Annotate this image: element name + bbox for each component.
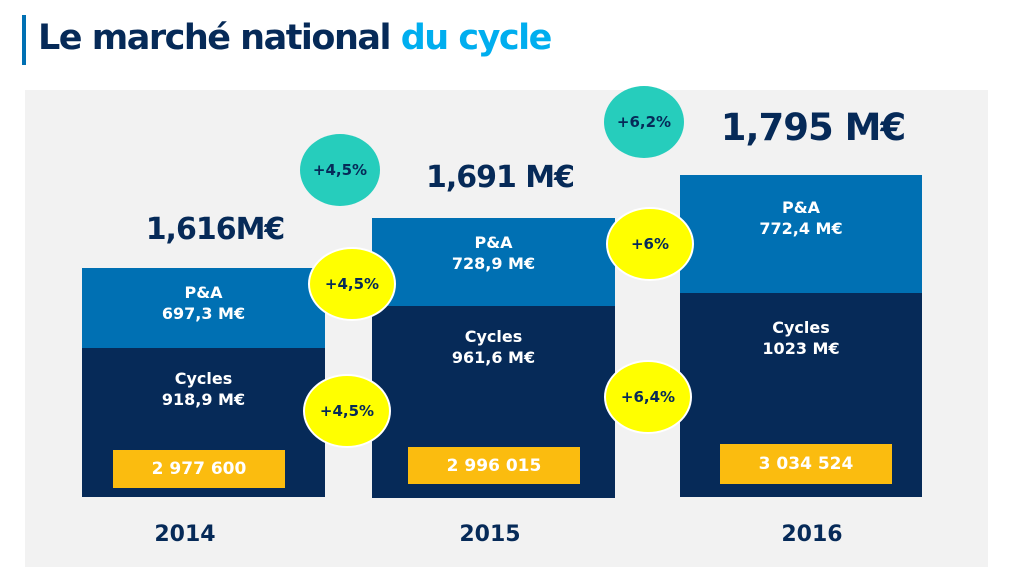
segment-name: Cycles <box>464 327 523 346</box>
bar-segment-pa-2014: P&A 697,3 M€ <box>82 268 325 348</box>
growth-total-2015: +4,5% <box>300 134 380 206</box>
growth-cycles-2016: +6,4% <box>604 360 692 434</box>
total-label-2015: 1,691 M€ <box>425 160 575 195</box>
segment-value: 697,3 M€ <box>161 304 246 323</box>
segment-value: 918,9 M€ <box>161 390 246 409</box>
page-title: Le marché national du cycle <box>38 18 553 58</box>
year-label-2016: 2016 <box>781 522 843 547</box>
units-sold-2015: 2 996 015 <box>408 447 580 484</box>
segment-name: P&A <box>474 233 513 252</box>
growth-cycles-2015: +4,5% <box>303 374 391 448</box>
bar-segment-pa-2016: P&A 772,4 M€ <box>680 175 922 293</box>
growth-total-2016: +6,2% <box>604 86 684 158</box>
segment-name: Cycles <box>772 318 830 337</box>
segment-value: 961,6 M€ <box>451 348 536 367</box>
total-label-2014: 1,616M€ <box>145 212 286 247</box>
growth-pa-2016: +6% <box>606 207 694 281</box>
segment-value: 728,9 M€ <box>451 254 536 273</box>
growth-pa-2015: +4,5% <box>308 247 396 321</box>
segment-name: P&A <box>781 198 821 217</box>
total-label-2016: 1,795 M€ <box>720 106 906 149</box>
title-main: Le marché national <box>38 18 401 58</box>
year-label-2014: 2014 <box>154 522 216 547</box>
segment-name: Cycles <box>174 369 233 388</box>
bar-segment-pa-2015: P&A 728,9 M€ <box>372 218 615 306</box>
title-highlight: du cycle <box>400 18 553 58</box>
units-sold-2014: 2 977 600 <box>113 450 285 488</box>
segment-name: P&A <box>184 283 223 302</box>
units-sold-2016: 3 034 524 <box>720 444 892 484</box>
segment-value: 1023 M€ <box>762 339 840 358</box>
segment-value: 772,4 M€ <box>759 219 843 238</box>
title-accent-bar <box>22 15 26 65</box>
year-label-2015: 2015 <box>459 522 521 547</box>
